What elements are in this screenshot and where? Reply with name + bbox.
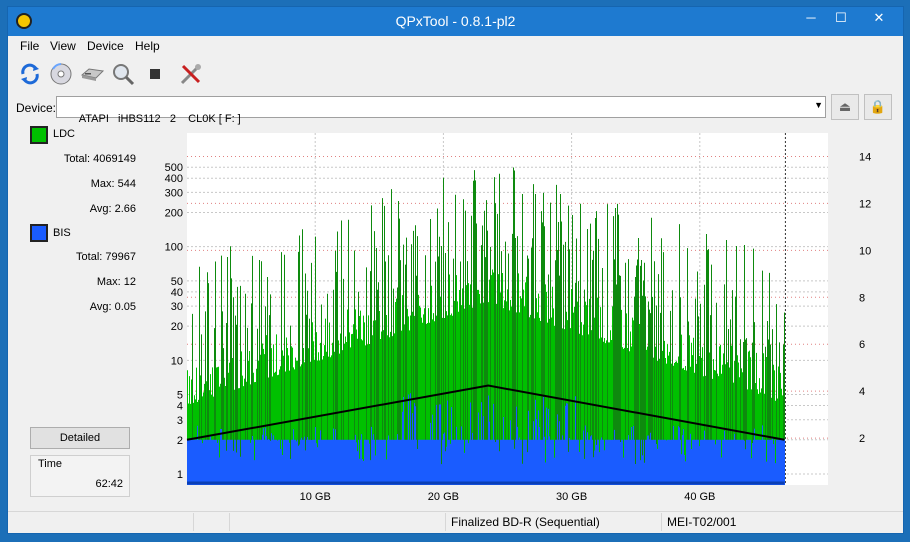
bis-color-swatch <box>30 224 48 242</box>
y-left-tick-label: 4 <box>177 401 183 413</box>
y-left-tick-label: 40 <box>171 287 183 299</box>
x-tick-label: 40 GB <box>684 491 715 503</box>
device-row: Device: ATAPI iHBS112 2 CL0K [ F: ] ▼ ⏏ … <box>8 94 903 125</box>
drive-icon[interactable] <box>79 61 105 87</box>
chevron-down-icon[interactable]: ▼ <box>814 100 823 110</box>
eject-icon: ⏏ <box>838 99 852 114</box>
stop-icon[interactable] <box>142 61 168 87</box>
ldc-color-swatch <box>30 126 48 144</box>
lock-icon: 🔒 <box>869 99 887 114</box>
y-left-tick-label: 200 <box>165 207 183 219</box>
maximize-button[interactable]: ☐ <box>835 10 847 25</box>
y-right-tick-label: 6 <box>859 339 865 351</box>
scan-magnifier-icon[interactable] <box>110 61 136 87</box>
disc-info-icon[interactable] <box>48 61 74 87</box>
qpxtool-logo-icon <box>16 13 32 29</box>
y-right-tick-label: 8 <box>859 292 865 304</box>
minimize-button[interactable]: ─ <box>806 10 816 25</box>
eject-button[interactable]: ⏏ <box>831 94 859 120</box>
status-bar: Finalized BD-R (Sequential) MEI-T02/001 <box>8 511 903 531</box>
y-right-tick-label: 2 <box>859 433 865 445</box>
device-label: Device: <box>16 101 57 115</box>
close-button[interactable]: ✕ <box>873 10 885 25</box>
y-right-tick-label: 12 <box>859 198 871 210</box>
menu-help[interactable]: Help <box>135 39 160 53</box>
y-left-tick-label: 50 <box>171 276 183 288</box>
stats-panel: LDC Total: 4069149 Max: 544 Avg: 2.66 BI… <box>16 123 136 503</box>
disc-status: Finalized BD-R (Sequential) <box>445 513 661 531</box>
y-left-tick-label: 3 <box>177 415 183 427</box>
y-right-tick-label: 4 <box>859 386 865 398</box>
media-id: MEI-T02/001 <box>661 513 877 531</box>
time-box: Time 62:42 <box>30 455 130 497</box>
status-cell-1 <box>8 513 193 531</box>
ldc-legend-label: LDC <box>53 128 76 140</box>
y-left-tick-label: 1 <box>177 469 183 481</box>
ldc-max: Max: 544 <box>90 178 136 190</box>
y-left-tick-label: 400 <box>165 173 183 185</box>
menu-device[interactable]: Device <box>87 39 124 53</box>
ldc-avg: Avg: 2.66 <box>89 203 136 215</box>
device-select[interactable]: ATAPI iHBS112 2 CL0K [ F: ] ▼ <box>56 96 826 125</box>
app-window: QPxTool - 0.8.1-pl2 ─ ☐ ✕ File View Devi… <box>7 6 904 534</box>
x-tick-label: 10 GB <box>300 491 331 503</box>
status-cell-3 <box>229 513 445 531</box>
speed-curve <box>186 384 785 441</box>
menu-file[interactable]: File <box>20 39 40 53</box>
time-label: Time <box>38 458 63 470</box>
status-cell-2 <box>193 513 229 531</box>
y-left-tick-label: 30 <box>171 301 183 313</box>
refresh-icon[interactable] <box>17 61 43 87</box>
menu-view[interactable]: View <box>50 39 76 53</box>
device-select-value: ATAPI iHBS112 2 CL0K [ F: ] <box>78 113 241 125</box>
title-bar: QPxTool - 0.8.1-pl2 ─ ☐ ✕ <box>8 7 903 36</box>
y-left-tick-label: 10 <box>171 355 183 367</box>
y-left-tick-label: 2 <box>177 435 183 447</box>
time-value: 62:42 <box>95 478 123 490</box>
bis-avg: Avg: 0.05 <box>89 301 136 313</box>
lock-button[interactable]: 🔒 <box>864 94 892 120</box>
toolbar <box>8 57 903 91</box>
y-left-tick-label: 300 <box>165 187 183 199</box>
ldc-total: Total: 4069149 <box>63 153 136 165</box>
y-left-tick-label: 500 <box>165 162 183 174</box>
x-tick-label: 30 GB <box>556 491 587 503</box>
bis-legend-label: BIS <box>53 227 71 239</box>
bis-total: Total: 79967 <box>76 251 136 263</box>
y-right-tick-label: 14 <box>859 151 871 163</box>
y-left-tick-label: 5 <box>177 390 183 402</box>
bis-max: Max: 12 <box>96 276 136 288</box>
y-left-tick-label: 20 <box>171 321 183 333</box>
settings-tools-icon[interactable] <box>178 61 204 87</box>
error-chart: 10 GB 20 GB 30 GB 40 GB12345102030405010020… <box>165 133 871 503</box>
y-left-tick-label: 100 <box>165 242 183 254</box>
window-title: QPxTool - 0.8.1-pl2 <box>395 13 516 29</box>
detailed-button[interactable]: Detailed <box>30 427 130 449</box>
menu-bar: File View Device Help <box>8 36 903 56</box>
y-right-tick-label: 10 <box>859 245 871 257</box>
x-tick-label: 20 GB <box>428 491 459 503</box>
